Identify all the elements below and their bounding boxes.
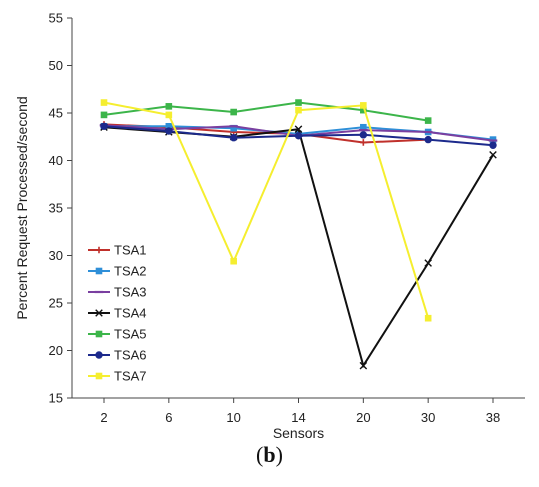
data-point-tsa7 (295, 106, 302, 114)
x-tick-label: 30 (421, 410, 435, 425)
data-point-tsa6 (165, 127, 173, 135)
data-point-tsa7 (165, 111, 173, 119)
y-tick-label: 15 (49, 391, 63, 406)
data-point-tsa5 (230, 108, 237, 116)
legend-item-tsa7: TSA7 (88, 369, 147, 384)
legend-swatch-marker (95, 372, 103, 380)
y-tick-label: 20 (49, 343, 63, 358)
data-point-tsa4 (489, 151, 497, 159)
series-line-tsa5 (103, 101, 429, 122)
y-tick-label: 25 (49, 296, 63, 311)
data-point-tsa6 (229, 134, 238, 142)
series-layer (99, 99, 498, 370)
data-point-tsa2 (360, 123, 367, 131)
data-point-tsa6 (100, 122, 108, 130)
x-tick-label: 20 (356, 410, 370, 425)
data-point-tsa2 (165, 123, 173, 130)
legend-swatch-marker (95, 330, 103, 338)
legend-swatch-marker (95, 351, 103, 359)
series-line-tsa7 (103, 101, 430, 319)
legend: TSA1 TSA2 TSA3 TSA4 TSA5 TSA6 TSA7 (88, 243, 147, 384)
x-axis-ticks: 2 6 10 14 20 30 38 (100, 398, 500, 425)
series-tsa6 (100, 122, 497, 149)
data-point-tsa5 (295, 99, 302, 106)
legend-item-tsa2: TSA2 (88, 264, 147, 279)
legend-label: TSA2 (114, 264, 147, 279)
x-tick-label: 14 (291, 410, 305, 425)
figure-caption: (b) (0, 442, 539, 468)
y-tick-label: 40 (49, 153, 63, 168)
y-tick-label: 55 (49, 11, 63, 26)
y-tick-label: 35 (49, 201, 63, 216)
series-line-tsa4 (103, 126, 494, 369)
data-point-tsa4 (294, 125, 303, 133)
x-axis-title: Sensors (273, 425, 324, 440)
data-point-tsa5 (360, 106, 367, 114)
data-point-tsa7 (360, 102, 367, 109)
legend-label: TSA5 (114, 327, 147, 342)
data-point-tsa2 (230, 124, 237, 132)
data-point-tsa5 (165, 103, 173, 110)
data-point-tsa1 (360, 139, 367, 146)
x-tick-label: 38 (486, 410, 500, 425)
y-tick-label: 50 (49, 58, 63, 73)
legend-label: TSA6 (114, 348, 147, 363)
x-tick-label: 6 (165, 410, 172, 425)
data-point-tsa5 (100, 111, 108, 119)
y-tick-label: 30 (49, 248, 63, 263)
data-point-tsa6 (489, 141, 497, 149)
data-point-tsa5 (424, 117, 432, 124)
legend-label: TSA4 (114, 306, 147, 321)
series-tsa4 (100, 123, 497, 370)
data-point-tsa7 (424, 314, 432, 322)
series-tsa5 (100, 99, 432, 124)
data-point-tsa4 (424, 259, 432, 267)
caption-letter: b (263, 442, 276, 467)
legend-label: TSA1 (114, 243, 147, 258)
legend-swatch-marker (95, 267, 103, 275)
caption-close-paren: ) (275, 442, 283, 467)
legend-label: TSA7 (114, 369, 147, 384)
legend-swatch-marker (95, 309, 103, 317)
caption-open-paren: ( (256, 442, 264, 467)
legend-item-tsa3: TSA3 (88, 285, 147, 300)
line-chart: 15 20 25 30 35 40 45 50 55 2 6 10 14 20 30 38 TSA1 TSA2… (14, 11, 525, 440)
data-point-tsa6 (294, 132, 303, 140)
legend-item-tsa4: TSA4 (88, 306, 147, 321)
data-point-tsa6 (359, 131, 368, 139)
y-axis-ticks: 15 20 25 30 35 40 45 50 55 (49, 11, 72, 406)
legend-label: TSA3 (114, 285, 147, 300)
legend-swatch-marker (95, 246, 103, 254)
y-axis-title: Percent Request Processed/second (14, 96, 30, 319)
legend-item-tsa6: TSA6 (88, 348, 147, 363)
data-point-tsa4 (359, 361, 368, 370)
y-tick-label: 45 (49, 106, 63, 121)
data-point-tsa6 (424, 135, 432, 144)
legend-item-tsa1: TSA1 (88, 243, 147, 258)
data-point-tsa7 (230, 257, 237, 265)
x-tick-label: 10 (226, 410, 240, 425)
series-tsa7 (100, 99, 432, 322)
data-point-tsa7 (100, 99, 108, 106)
x-tick-label: 2 (100, 410, 107, 425)
legend-item-tsa5: TSA5 (88, 327, 147, 342)
